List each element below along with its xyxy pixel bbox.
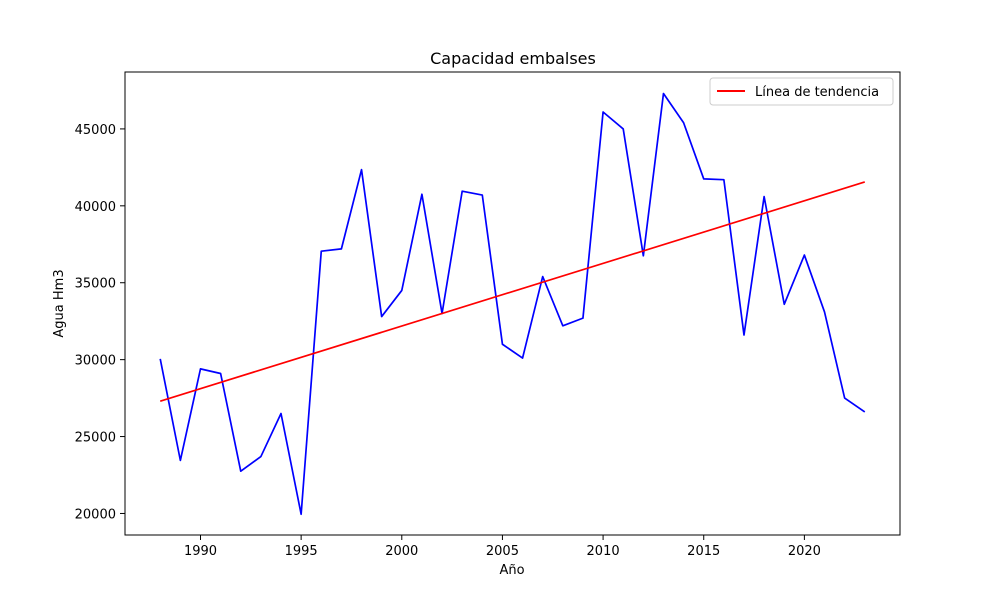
axes-frame (124, 71, 901, 536)
legend-box (709, 77, 894, 106)
y-axis: 20000 25000 30000 35000 40000 45000 (75, 123, 125, 522)
y-tick-label: 25000 (75, 431, 116, 446)
legend: Línea de tendencia (709, 77, 894, 106)
y-tick-label: 40000 (75, 200, 116, 215)
x-tick-label: 1990 (184, 544, 217, 559)
x-tick-label: 2005 (486, 544, 519, 559)
x-axis: 1990 1995 2000 2005 2010 2015 2020 (184, 535, 821, 559)
y-tick-label: 20000 (75, 507, 116, 522)
x-tick-label: 2000 (385, 544, 418, 559)
y-tick-label: 45000 (75, 123, 116, 138)
plot-area (159, 92, 866, 516)
series-line-water-volume (159, 92, 866, 516)
x-tick-label: 1995 (285, 544, 318, 559)
x-tick-label: 2015 (687, 544, 720, 559)
x-tick-label: 2020 (788, 544, 821, 559)
x-axis-label: Año (499, 563, 524, 578)
legend-label-trend: Línea de tendencia (755, 85, 879, 100)
y-axis-label: Agua Hm3 (52, 269, 67, 337)
y-tick-label: 30000 (75, 354, 116, 369)
y-tick-label: 35000 (75, 277, 116, 292)
x-tick-label: 2010 (587, 544, 620, 559)
chart-title: Capacidad embalses (430, 49, 596, 68)
series-line-trend (159, 181, 866, 402)
